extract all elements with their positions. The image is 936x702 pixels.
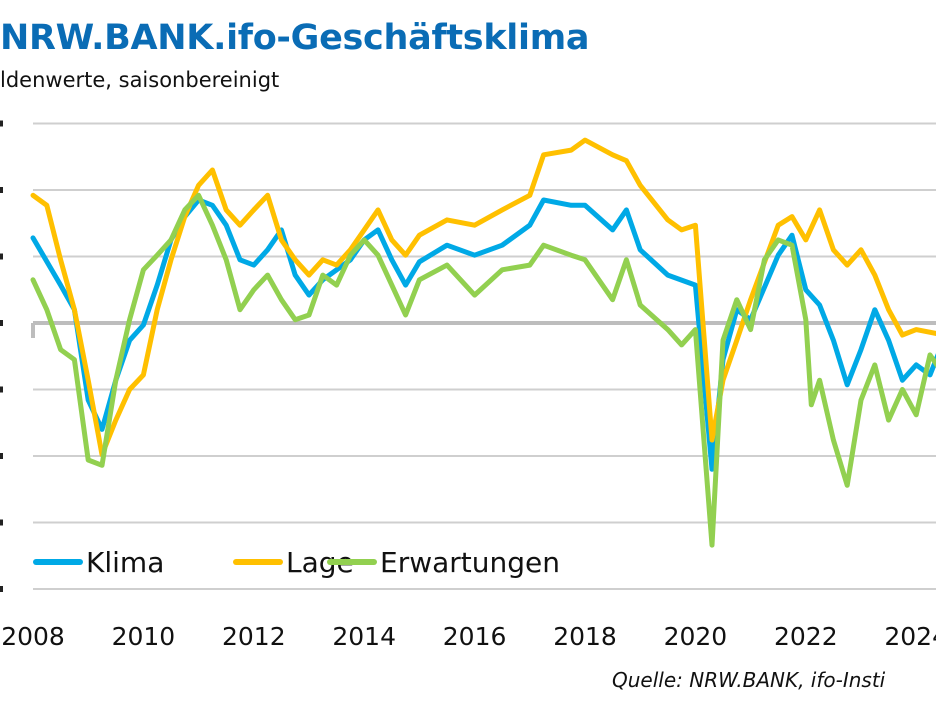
x-tick-label: 2020 [664,622,728,651]
y-tick-label-fragment [0,453,3,459]
x-tick-label: 2014 [332,622,396,651]
x-tick-label: 2018 [553,622,617,651]
y-tick-label-fragment [0,320,3,326]
x-tick-label: 2008 [1,622,65,651]
y-tick-label-fragment [0,120,3,127]
source-note: Quelle: NRW.BANK, ifo-Insti [612,668,886,692]
legend-label: Klima [86,546,164,579]
x-tick-label: 2010 [112,622,176,651]
x-tick-label: 2012 [222,622,286,651]
y-tick-label-fragment [0,253,3,260]
y-tick-label-fragment [0,586,3,592]
series-line-erwartungen [30,192,936,548]
x-tick-label: 2024 [884,622,936,651]
legend-label: Erwartungen [380,546,560,579]
x-tick-label: 2016 [443,622,507,651]
series-line-lage [30,137,936,458]
y-tick-label-fragment [0,386,3,393]
chart-subtitle: ldenwerte, saisonbereinigt [0,68,280,92]
x-tick-label: 2022 [774,622,838,651]
y-tick-label-fragment [0,519,3,526]
y-tick-label-fragment [0,187,3,193]
chart-title: NRW.BANK.ifo-Geschäftsklima [0,18,590,58]
